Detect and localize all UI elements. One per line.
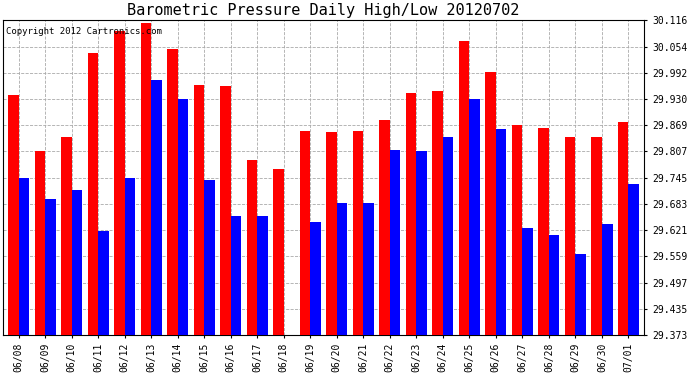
Bar xyxy=(618,123,629,335)
Bar xyxy=(194,85,204,335)
Bar xyxy=(380,120,390,335)
Bar xyxy=(151,80,162,335)
Bar xyxy=(125,177,135,335)
Text: Copyright 2012 Cartronics.com: Copyright 2012 Cartronics.com xyxy=(6,27,162,36)
Bar xyxy=(19,177,29,335)
Bar xyxy=(299,131,310,335)
Bar xyxy=(34,151,45,335)
Bar xyxy=(406,93,416,335)
Bar xyxy=(273,169,284,335)
Bar xyxy=(512,124,522,335)
Bar xyxy=(364,203,374,335)
Bar xyxy=(114,32,125,335)
Bar xyxy=(416,151,427,335)
Bar xyxy=(337,203,348,335)
Bar xyxy=(220,86,230,335)
Bar xyxy=(326,132,337,335)
Bar xyxy=(230,216,241,335)
Bar xyxy=(591,137,602,335)
Bar xyxy=(549,235,560,335)
Bar xyxy=(45,199,56,335)
Bar xyxy=(575,254,586,335)
Bar xyxy=(522,228,533,335)
Bar xyxy=(98,231,109,335)
Bar xyxy=(496,129,506,335)
Bar xyxy=(390,150,400,335)
Bar xyxy=(443,137,453,335)
Bar xyxy=(141,23,151,335)
Bar xyxy=(538,128,549,335)
Bar xyxy=(432,91,443,335)
Bar xyxy=(469,99,480,335)
Bar xyxy=(310,222,321,335)
Bar xyxy=(459,40,469,335)
Bar xyxy=(167,49,178,335)
Bar xyxy=(565,137,575,335)
Bar xyxy=(246,160,257,335)
Bar xyxy=(61,137,72,335)
Title: Barometric Pressure Daily High/Low 20120702: Barometric Pressure Daily High/Low 20120… xyxy=(128,3,520,18)
Bar xyxy=(8,95,19,335)
Bar xyxy=(178,99,188,335)
Bar xyxy=(353,131,364,335)
Bar xyxy=(204,180,215,335)
Bar xyxy=(485,72,496,335)
Bar xyxy=(88,53,98,335)
Bar xyxy=(257,216,268,335)
Bar xyxy=(602,224,613,335)
Bar xyxy=(629,184,639,335)
Bar xyxy=(72,190,82,335)
